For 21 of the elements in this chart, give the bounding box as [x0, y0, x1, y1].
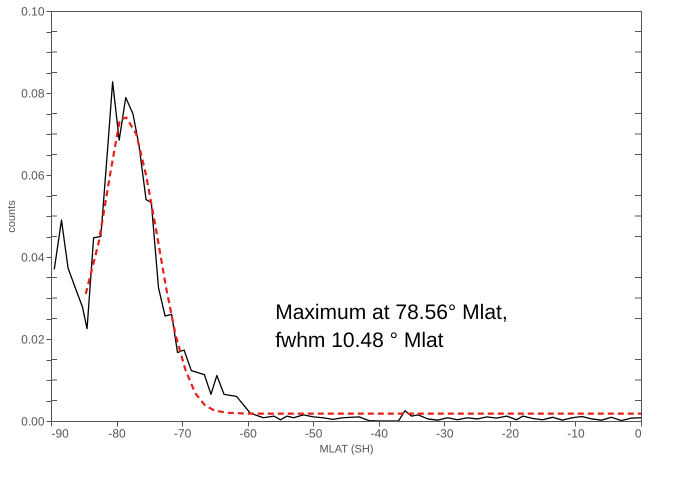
x-tick-label: 0 — [634, 426, 642, 440]
y-tick-label: 0.04 — [21, 250, 45, 264]
x-axis-title: MLAT (SH) — [320, 444, 374, 456]
line-series — [84, 116, 641, 415]
x-tick-label: -90 — [52, 426, 70, 440]
x-tick-label: -30 — [436, 426, 454, 440]
x-tick-label: -60 — [239, 426, 258, 440]
y-tick-label: 0.08 — [21, 86, 45, 100]
x-tick-label: -50 — [305, 426, 323, 440]
x-tick-label: -40 — [370, 426, 388, 440]
x-tick-label: -70 — [174, 426, 192, 440]
y-tick-label: 0.06 — [21, 168, 45, 182]
x-tick-label: -80 — [108, 426, 126, 440]
annotation: Maximum at 78.56° Mlat, fwhm 10.48 ° Mlat — [275, 301, 508, 352]
line-series — [54, 81, 641, 421]
x-tick-label: -20 — [502, 426, 520, 440]
y-tick-label: 0.10 — [21, 4, 45, 18]
y-tick-label: 0.02 — [21, 332, 45, 346]
y-axis-title: counts — [6, 200, 18, 233]
x-tick-label: -10 — [567, 426, 585, 440]
y-tick-label: 0.00 — [21, 414, 45, 428]
